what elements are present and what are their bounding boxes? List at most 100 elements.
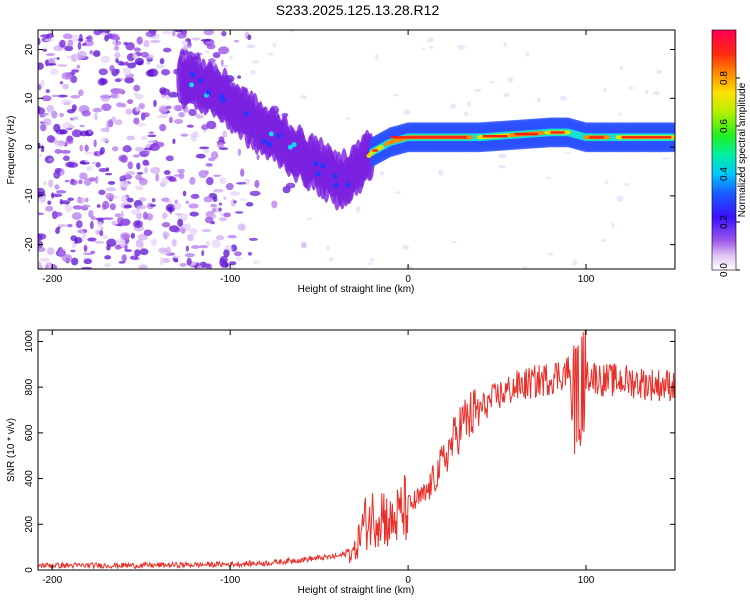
- ridge-hot: [467, 135, 473, 140]
- noise-blob: [604, 180, 609, 184]
- noise-blob: [42, 48, 48, 52]
- colorbar-label: Normalized spectral amplitude: [737, 82, 748, 217]
- noise-blob: [119, 239, 126, 248]
- ridge-core: [315, 171, 321, 177]
- noise-blob: [142, 112, 150, 118]
- noise-blob: [234, 251, 242, 257]
- noise-blob: [200, 39, 211, 42]
- noise-blob: [628, 85, 634, 91]
- noise-blob: [165, 203, 176, 213]
- noise-blob: [67, 39, 74, 48]
- ridge-core: [190, 72, 196, 78]
- noise-blob: [47, 63, 57, 66]
- noise-blob: [219, 177, 227, 184]
- noise-blob: [198, 244, 209, 249]
- noise-blob: [55, 227, 60, 235]
- snr-x-label: Height of straight line (km): [298, 585, 415, 596]
- noise-blob: [102, 217, 114, 220]
- noise-blob: [120, 232, 131, 241]
- noise-blob: [94, 112, 98, 121]
- noise-blob: [79, 130, 89, 137]
- spectrogram-x-tick-label: -100: [220, 274, 240, 285]
- noise-blob: [249, 190, 261, 197]
- noise-blob: [115, 68, 120, 74]
- noise-blob: [421, 47, 426, 50]
- noise-blob: [76, 50, 87, 59]
- noise-blob: [611, 222, 615, 228]
- noise-blob: [171, 238, 177, 247]
- noise-blob: [83, 151, 94, 155]
- noise-blob: [155, 64, 165, 69]
- noise-blob: [100, 94, 111, 102]
- noise-blob: [247, 34, 252, 41]
- noise-blob: [618, 112, 622, 116]
- noise-blob: [426, 37, 435, 43]
- noise-blob: [136, 172, 144, 175]
- noise-blob: [624, 183, 630, 186]
- noise-blob: [114, 213, 122, 218]
- noise-blob: [236, 181, 247, 185]
- ridge-core: [291, 142, 297, 148]
- ridge-core: [313, 161, 319, 167]
- noise-blob: [74, 129, 79, 137]
- noise-blob: [104, 172, 113, 176]
- noise-blob: [62, 121, 73, 129]
- noise-blob: [134, 57, 145, 66]
- noise-blob: [62, 33, 73, 40]
- noise-blob: [196, 114, 205, 119]
- noise-blob: [438, 169, 444, 176]
- spectrogram-y-tick-label: 20: [24, 44, 35, 56]
- noise-blob: [149, 204, 157, 207]
- noise-blob: [146, 61, 151, 65]
- noise-blob: [72, 205, 83, 210]
- noise-blob: [210, 203, 217, 208]
- noise-blob: [247, 251, 253, 256]
- ridge-core: [287, 144, 293, 150]
- ridge-peak: [621, 136, 672, 139]
- noise-blob: [166, 246, 171, 255]
- noise-blob: [39, 153, 43, 158]
- noise-blob: [53, 123, 61, 133]
- noise-blob: [67, 197, 74, 201]
- page-title: S233.2025.125.13.28.R12: [275, 2, 440, 18]
- noise-blob: [135, 185, 144, 191]
- noise-blob: [83, 244, 88, 253]
- noise-blob: [123, 204, 133, 209]
- noise-blob: [218, 46, 230, 55]
- noise-blob: [48, 179, 54, 188]
- noise-blob: [403, 109, 411, 116]
- noise-blob: [38, 62, 44, 70]
- noise-blob: [135, 239, 144, 248]
- noise-blob: [93, 150, 102, 157]
- noise-blob: [653, 90, 660, 96]
- noise-blob: [130, 232, 136, 239]
- noise-blob: [227, 234, 237, 239]
- noise-blob: [45, 59, 49, 67]
- noise-blob: [132, 154, 140, 158]
- noise-blob: [38, 261, 42, 269]
- noise-blob: [212, 51, 221, 59]
- spectrogram-y-tick-label: -10: [24, 188, 35, 203]
- noise-blob: [38, 37, 41, 46]
- noise-blob: [172, 227, 179, 233]
- noise-blob: [560, 95, 568, 101]
- snr-series-line: [38, 330, 675, 570]
- noise-blob: [201, 124, 209, 131]
- noise-blob: [38, 107, 46, 115]
- spectrogram-y-tick-label: 0: [24, 144, 35, 150]
- noise-blob: [271, 200, 278, 209]
- noise-blob: [98, 189, 106, 196]
- snr-y-axis: 0 200 400 600 800 1000: [24, 330, 675, 573]
- noise-blob: [205, 263, 213, 269]
- noise-blob: [133, 92, 139, 96]
- noise-blob: [165, 105, 172, 110]
- noise-blob: [110, 92, 118, 99]
- noise-blob: [133, 84, 141, 92]
- noise-blob: [44, 38, 55, 42]
- noise-blob: [129, 255, 139, 260]
- noise-blob: [138, 177, 145, 181]
- noise-blob: [189, 228, 198, 236]
- noise-blob: [83, 258, 92, 265]
- noise-blob: [83, 228, 87, 233]
